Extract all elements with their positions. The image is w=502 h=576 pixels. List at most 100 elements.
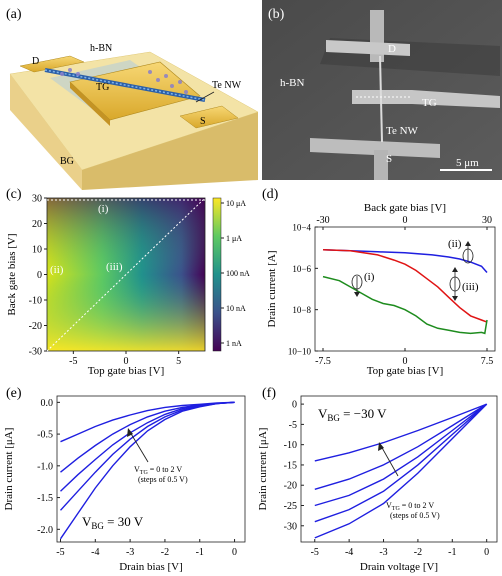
- sem-drain-pad: [326, 40, 410, 56]
- panel-f-label: (f): [262, 386, 276, 401]
- d-xtick-label: 7.5: [481, 356, 494, 367]
- panel-c: (c) (i) (ii) (iii) -5 0 5 -30 -20 -10 0 10 20 30 T…: [6, 187, 250, 377]
- source-electrode: [179, 105, 239, 129]
- f-series-line-0: [314, 403, 487, 462]
- colorbar-tick-label: 10 μA: [226, 199, 246, 208]
- d-series-line-2: [322, 275, 488, 335]
- label-hbn-a: h-BN: [90, 43, 112, 54]
- f-series-line-2: [314, 403, 488, 507]
- e-xlabel: Drain bias [V]: [119, 561, 183, 573]
- plot-e-arrow: [129, 431, 149, 463]
- top-gate-side: [70, 82, 110, 126]
- e-ylabel: Drain current [μA]: [3, 428, 15, 511]
- panel-d-label: (d): [262, 187, 279, 202]
- heatmap-annot-i: (i): [98, 203, 109, 215]
- colorbar-tick-label: 10 nA: [226, 304, 246, 313]
- panel-d: (d) -7.5 0 7.5 -30 0 30 10−4 10−6 10−8 10−10 Top g…: [262, 187, 496, 377]
- f-series-line-3: [314, 403, 488, 523]
- plot-d-annot-iii: (iii): [462, 281, 479, 293]
- tenw-pointer: [195, 91, 215, 103]
- d-xtick-label: -7.5: [315, 356, 331, 367]
- plot-e-condition: VBG = 30 V: [82, 514, 144, 531]
- d-ylabel: Drain current [A]: [266, 251, 278, 328]
- e-series-line-3: [59, 401, 235, 511]
- f-xlabel: Drain voltage [V]: [360, 561, 438, 573]
- drain-electrode: [19, 55, 85, 73]
- e-series-line-4: [59, 401, 235, 540]
- d-x2tick-label: -30: [316, 215, 329, 226]
- plot-f-arrow: [380, 445, 399, 477]
- f-ytick-label: -20: [284, 481, 297, 492]
- f-xtick-label: 0: [484, 547, 489, 558]
- e-ytick-label: -0.5: [37, 430, 53, 441]
- sem-source-stem: [374, 150, 388, 180]
- marker-i-arrowhead: [354, 292, 360, 297]
- plot-d-annot-i: (i): [364, 271, 375, 283]
- d-x2tick-label: 30: [482, 215, 492, 226]
- d-series-line-0: [322, 248, 488, 273]
- plot-f-arrowhead: [378, 442, 384, 451]
- f-xtick-label: -5: [311, 547, 319, 558]
- e-ytick-label: 0.0: [41, 398, 54, 409]
- marker-iii-arrowhead-up: [452, 267, 458, 272]
- scale-bar-label: 5 μm: [456, 157, 479, 169]
- plot-e-arrowhead: [127, 428, 133, 437]
- d-ytick-label: 10−8: [292, 305, 311, 315]
- d-series-line-1: [322, 248, 488, 323]
- te-nanowire-highlight: [44, 69, 206, 101]
- panel-a-label: (a): [6, 7, 22, 22]
- f-ytick-label: -30: [284, 521, 297, 532]
- label-d-a: D: [32, 56, 39, 67]
- f-series-line-1: [314, 403, 488, 490]
- panel-e: (e) -5 -4 -3 -2 -1 0 0.0 -0.5 -1.0 -1.5 -2.0 Drain …: [3, 386, 246, 573]
- d-ytick-label: 10−10: [288, 347, 312, 357]
- d-ytick-label: 10−6: [292, 264, 311, 274]
- colorbar-tick-label: 1 nA: [226, 339, 242, 348]
- e-xtick-label: -1: [196, 547, 204, 558]
- marker-iii-arrowhead-down: [452, 296, 458, 301]
- sem-topgate: [352, 90, 500, 108]
- d-ytick-label: 10−4: [292, 223, 311, 233]
- d-x2label: Back gate bias [V]: [364, 202, 446, 214]
- e-ytick-label: -2.0: [37, 525, 53, 536]
- e-ytick-label: -1.5: [37, 493, 53, 504]
- substrate-side-right: [82, 112, 258, 190]
- f-ytick-label: -15: [284, 460, 297, 471]
- d-xtick-label: 0: [403, 356, 408, 367]
- c-xlabel: Top gate bias [V]: [88, 365, 165, 377]
- f-ytick-label: -10: [284, 440, 297, 451]
- e-xtick-label: -5: [56, 547, 64, 558]
- colorbar-tick-label: 100 nA: [226, 269, 250, 278]
- heatmap-diagonal: [46, 197, 206, 352]
- c-ytick-label: 20: [32, 219, 42, 230]
- e-xtick-label: 0: [232, 547, 237, 558]
- label-tg-b: TG: [422, 97, 437, 109]
- f-xtick-label: -2: [414, 547, 422, 558]
- f-ytick-label: 0: [292, 400, 297, 411]
- panel-b: (b) D h-BN TG Te NW S 5 μm: [262, 0, 502, 180]
- panel-b-label: (b): [268, 7, 285, 22]
- label-bg-a: BG: [60, 156, 74, 167]
- plot-d-annot-ii: (ii): [448, 238, 462, 250]
- c-xtick-label: 5: [176, 356, 181, 367]
- label-d-b: D: [388, 43, 396, 55]
- colorbar: [212, 197, 222, 352]
- label-tenw-a: Te NW: [212, 80, 242, 91]
- hbn-atoms: [60, 68, 188, 94]
- panel-c-label: (c): [6, 187, 22, 202]
- d-x2tick-label: 0: [403, 215, 408, 226]
- f-series-line-4: [314, 403, 488, 539]
- heatmap-annot-ii: (ii): [50, 264, 64, 276]
- plot-f-note-line1: VTG = 0 to 2 V: [386, 501, 434, 512]
- c-ytick-label: -10: [29, 296, 42, 307]
- heatmap-annot-iii: (iii): [106, 261, 123, 273]
- e-xtick-label: -3: [126, 547, 134, 558]
- c-ytick-label: 30: [32, 194, 42, 205]
- c-xtick-label: 0: [124, 356, 129, 367]
- panel-e-label: (e): [6, 386, 22, 401]
- plot-e-note-line2: (steps of 0.5 V): [138, 475, 188, 484]
- c-xtick-label: -5: [69, 356, 77, 367]
- c-ytick-label: 0: [37, 270, 42, 281]
- e-ytick-label: -1.0: [37, 461, 53, 472]
